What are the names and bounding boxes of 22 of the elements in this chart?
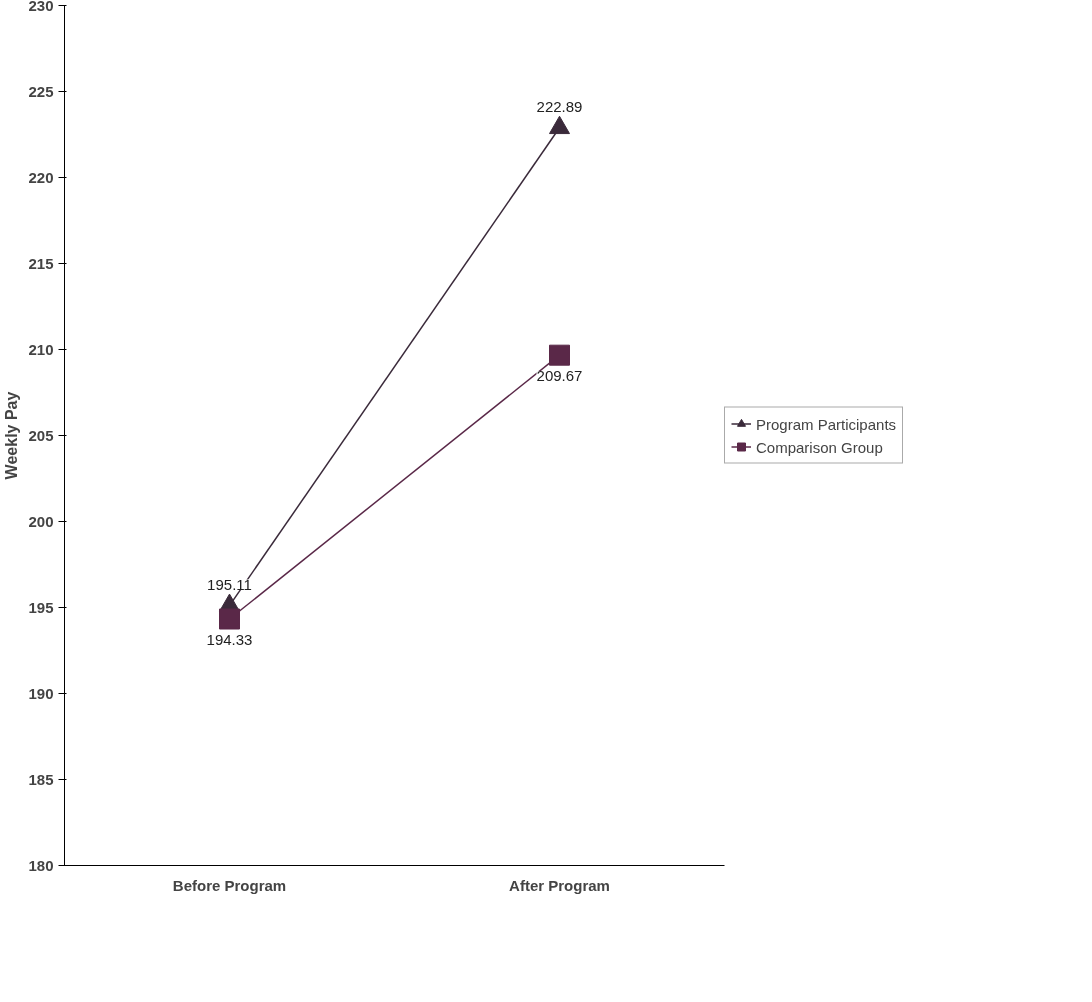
point <box>219 608 240 630</box>
y-tick-label: 195 <box>28 598 54 616</box>
data-label: 209.67 <box>536 367 583 385</box>
y-tick-label: 180 <box>28 856 54 874</box>
y-tick-label: 210 <box>28 340 54 358</box>
y-tick-label: 220 <box>28 168 54 186</box>
y-tick-label: 230 <box>28 0 54 14</box>
data-label: 195.11 <box>207 575 252 593</box>
data-label: 194.33 <box>206 631 253 649</box>
x-tick-label: After Program <box>509 876 610 894</box>
y-axis-title: Weekly Pay <box>3 391 21 480</box>
y-tick-label: 225 <box>28 82 54 100</box>
y-tick-label: 185 <box>28 770 54 788</box>
y-tick-label: 190 <box>28 684 54 702</box>
legend-label: Program Participants <box>756 415 897 432</box>
data-label: 222.89 <box>536 97 583 115</box>
y-tick-label: 200 <box>28 512 54 530</box>
y-tick-label: 215 <box>28 254 54 272</box>
point <box>549 344 570 366</box>
x-tick-label: Before Program <box>172 876 287 894</box>
legend-label: Comparison Group <box>756 438 883 455</box>
y-tick-label: 205 <box>28 426 54 444</box>
